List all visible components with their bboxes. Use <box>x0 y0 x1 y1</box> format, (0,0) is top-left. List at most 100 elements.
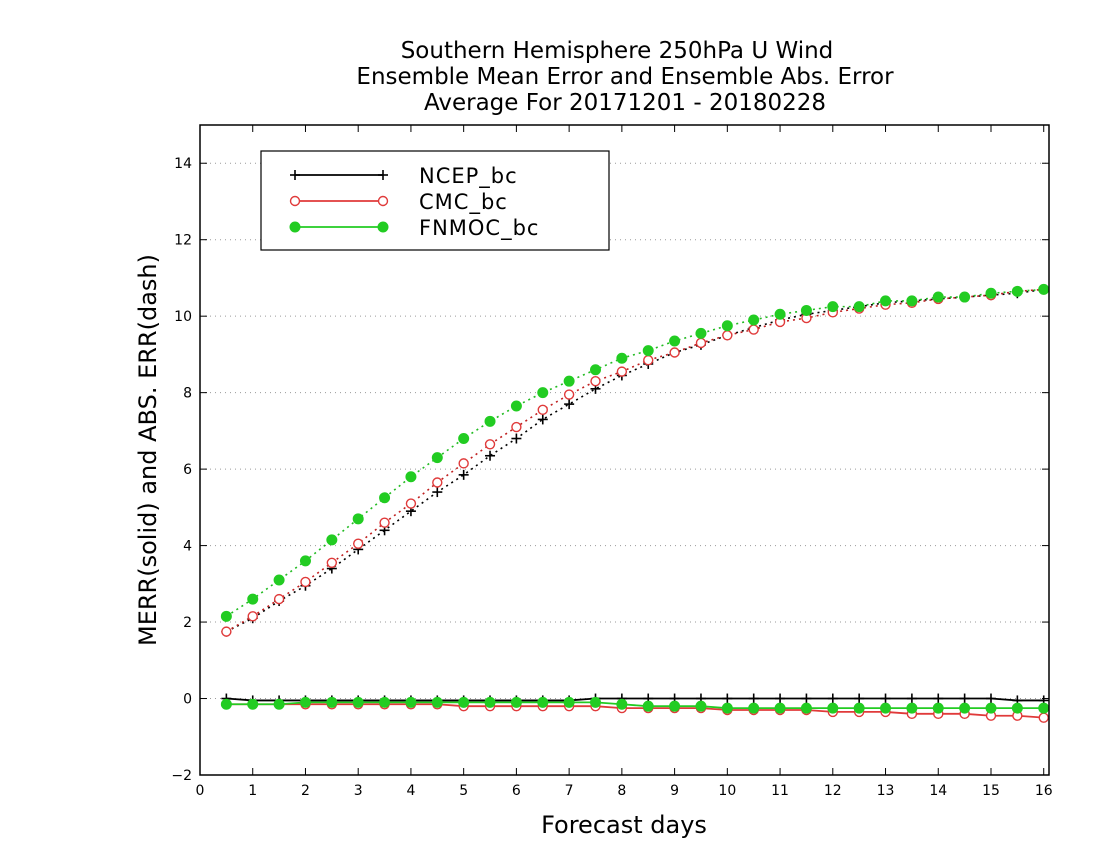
abs-error-point-fnmoc_bc <box>589 364 601 376</box>
abs-error-point-cmc_bc <box>616 366 628 377</box>
series-fnmoc_bc <box>225 288 1044 709</box>
abs-error-line-cmc_bc <box>225 288 1044 633</box>
abs-error-point-fnmoc_bc <box>1038 283 1050 295</box>
x-tick-label: 0 <box>196 783 205 799</box>
abs-error-point-cmc_bc <box>643 354 654 366</box>
x-tick-label: 8 <box>617 783 626 799</box>
y-tick-label: 4 <box>183 539 192 555</box>
y-tick-label: 14 <box>174 156 192 172</box>
mean-error-point-ncep_bc <box>880 693 891 704</box>
x-tick-label: 10 <box>718 783 736 799</box>
mean-error-point-fnmoc_bc <box>669 700 681 712</box>
y-axis-label: MERR(solid) and ABS. ERR(dash) <box>134 254 162 646</box>
mean-error-line-ncep_bc <box>226 697 1044 702</box>
x-tick-label: 12 <box>824 783 842 799</box>
legend-marker-left-fnmoc_bc <box>289 221 301 233</box>
legend-entry-fnmoc_bc: FNMOC_bc <box>289 216 539 241</box>
legend-entry-cmc_bc: CMC_bc <box>289 190 507 215</box>
markers-fnmoc_bc <box>220 283 1050 714</box>
abs-error-point-fnmoc_bc <box>352 513 364 525</box>
abs-error-point-fnmoc_bc <box>853 301 865 313</box>
abs-error-point-cmc_bc <box>748 324 759 335</box>
mean-error-point-fnmoc_bc <box>458 696 470 708</box>
abs-error-point-cmc_bc <box>511 421 522 433</box>
y-tick-label: 0 <box>183 692 192 708</box>
y-tick-label: 12 <box>174 233 192 249</box>
mean-error-point-fnmoc_bc <box>299 696 311 708</box>
mean-error-point-fnmoc_bc <box>748 702 760 714</box>
mean-error-line-cmc_bc <box>226 703 1044 719</box>
mean-error-point-ncep_bc <box>722 693 733 704</box>
abs-error-point-fnmoc_bc <box>326 534 338 546</box>
abs-error-point-fnmoc_bc <box>1011 285 1023 297</box>
abs-error-point-fnmoc_bc <box>379 492 391 504</box>
mean-error-point-fnmoc_bc <box>563 696 575 708</box>
abs-error-point-fnmoc_bc <box>537 387 549 399</box>
x-tick-label: 4 <box>406 783 415 799</box>
abs-error-point-fnmoc_bc <box>880 295 892 307</box>
mean-error-point-fnmoc_bc <box>431 696 443 708</box>
abs-error-point-cmc_bc <box>722 330 733 341</box>
mean-error-point-fnmoc_bc <box>326 696 338 708</box>
x-tick-label: 9 <box>670 783 679 799</box>
mean-error-point-fnmoc_bc <box>932 702 944 714</box>
mean-error-point-fnmoc_bc <box>827 702 839 714</box>
y-tick-label: −2 <box>171 768 192 784</box>
abs-error-point-fnmoc_bc <box>273 574 285 586</box>
abs-error-point-cmc_bc <box>352 538 364 549</box>
mean-error-point-fnmoc_bc <box>589 696 601 708</box>
abs-error-point-cmc_bc <box>273 593 285 605</box>
legend-label-fnmoc_bc: FNMOC_bc <box>419 216 539 241</box>
series-cmc_bc <box>225 288 1044 719</box>
mean-error-point-ncep_bc <box>933 693 944 704</box>
mean-error-point-fnmoc_bc <box>220 698 232 710</box>
mean-error-point-fnmoc_bc <box>352 696 364 708</box>
x-tick-label: 16 <box>1035 783 1053 799</box>
x-tick-label: 13 <box>877 783 895 799</box>
abs-error-point-fnmoc_bc <box>748 314 760 326</box>
abs-error-point-fnmoc_bc <box>299 555 311 567</box>
legend-marker-left-ncep_bc <box>290 170 300 180</box>
legend-marker-right-cmc_bc <box>377 195 389 207</box>
abs-error-point-fnmoc_bc <box>616 352 628 364</box>
mean-error-point-fnmoc_bc <box>405 696 417 708</box>
markers-ncep_bc <box>221 284 1049 706</box>
abs-error-point-cmc_bc <box>326 557 338 568</box>
mean-error-point-fnmoc_bc <box>484 696 496 708</box>
mean-error-point-fnmoc_bc <box>853 702 865 714</box>
y-tick-label: 10 <box>174 309 192 325</box>
abs-error-point-fnmoc_bc <box>405 471 417 483</box>
y-tick-label: 8 <box>183 386 192 402</box>
abs-error-point-cmc_bc <box>458 458 469 469</box>
abs-error-point-cmc_bc <box>695 337 707 349</box>
x-tick-label: 1 <box>248 783 257 799</box>
abs-error-point-fnmoc_bc <box>510 400 522 412</box>
mean-error-point-cmc_bc <box>1038 712 1049 723</box>
abs-error-point-fnmoc_bc <box>906 295 918 307</box>
mean-error-point-ncep_bc <box>985 693 996 704</box>
abs-error-point-cmc_bc <box>379 517 390 528</box>
x-tick-label: 15 <box>982 783 1000 799</box>
abs-error-point-fnmoc_bc <box>827 301 839 313</box>
abs-error-point-fnmoc_bc <box>800 304 812 316</box>
legend-entry-ncep_bc: NCEP_bc <box>290 164 517 189</box>
mean-error-point-fnmoc_bc <box>1011 702 1023 714</box>
mean-error-point-fnmoc_bc <box>642 700 654 712</box>
mean-error-point-ncep_bc <box>854 693 865 704</box>
abs-error-point-fnmoc_bc <box>695 327 707 339</box>
abs-error-point-fnmoc_bc <box>247 593 259 605</box>
plot-series <box>220 283 1050 723</box>
legend-marker-left-cmc_bc <box>289 195 301 207</box>
abs-error-point-fnmoc_bc <box>220 610 232 622</box>
abs-error-point-cmc_bc <box>590 375 601 387</box>
mean-error-point-fnmoc_bc <box>1038 702 1050 714</box>
abs-error-point-cmc_bc <box>669 347 680 358</box>
abs-error-point-fnmoc_bc <box>959 291 971 303</box>
abs-error-point-cmc_bc <box>221 626 232 637</box>
mean-error-point-fnmoc_bc <box>959 702 971 714</box>
x-axis-label: Forecast days <box>541 811 707 839</box>
abs-error-point-cmc_bc <box>432 477 443 488</box>
mean-error-point-fnmoc_bc <box>695 700 707 712</box>
abs-error-line-fnmoc_bc <box>225 288 1044 617</box>
